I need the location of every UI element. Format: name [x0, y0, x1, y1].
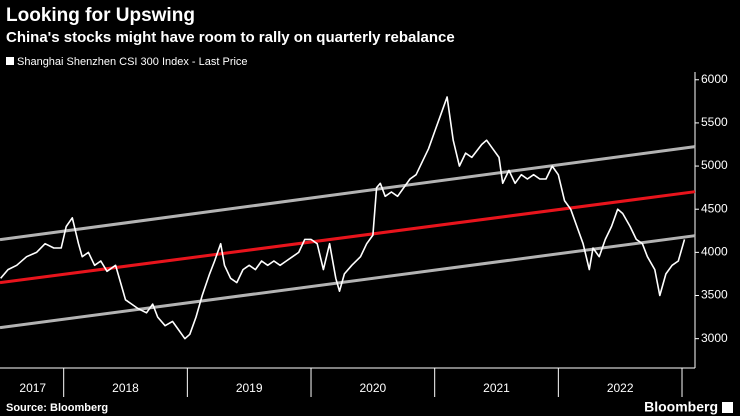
legend-swatch: [6, 57, 14, 65]
chart-subtitle: China's stocks might have room to rally …: [6, 29, 455, 46]
y-tick-label: 3000: [701, 331, 728, 345]
brand-icon: [722, 402, 733, 413]
y-tick-label: 3500: [701, 288, 728, 302]
y-tick-label: 5000: [701, 158, 728, 172]
trend-line: [0, 234, 696, 330]
price-line: [0, 96, 686, 340]
source: Source: Bloomberg: [6, 402, 108, 414]
y-tick-label: 4500: [701, 201, 728, 215]
x-tick-label: 2017: [19, 381, 46, 395]
trend-line: [0, 190, 696, 285]
y-tick-label: 4000: [701, 245, 728, 259]
x-tick-label: 2021: [483, 381, 510, 395]
y-tick-label: 6000: [701, 72, 728, 86]
x-tick-label: 2022: [607, 381, 634, 395]
chart-title: Looking for Upswing: [6, 5, 195, 26]
x-tick-label: 2020: [359, 381, 386, 395]
y-tick-label: 5500: [701, 115, 728, 129]
legend-label: Shanghai Shenzhen CSI 300 Index - Last P…: [17, 56, 248, 68]
brand: Bloomberg: [644, 399, 718, 415]
trend-line: [0, 145, 696, 242]
x-tick-label: 2019: [236, 381, 263, 395]
x-tick-label: 2018: [112, 381, 139, 395]
